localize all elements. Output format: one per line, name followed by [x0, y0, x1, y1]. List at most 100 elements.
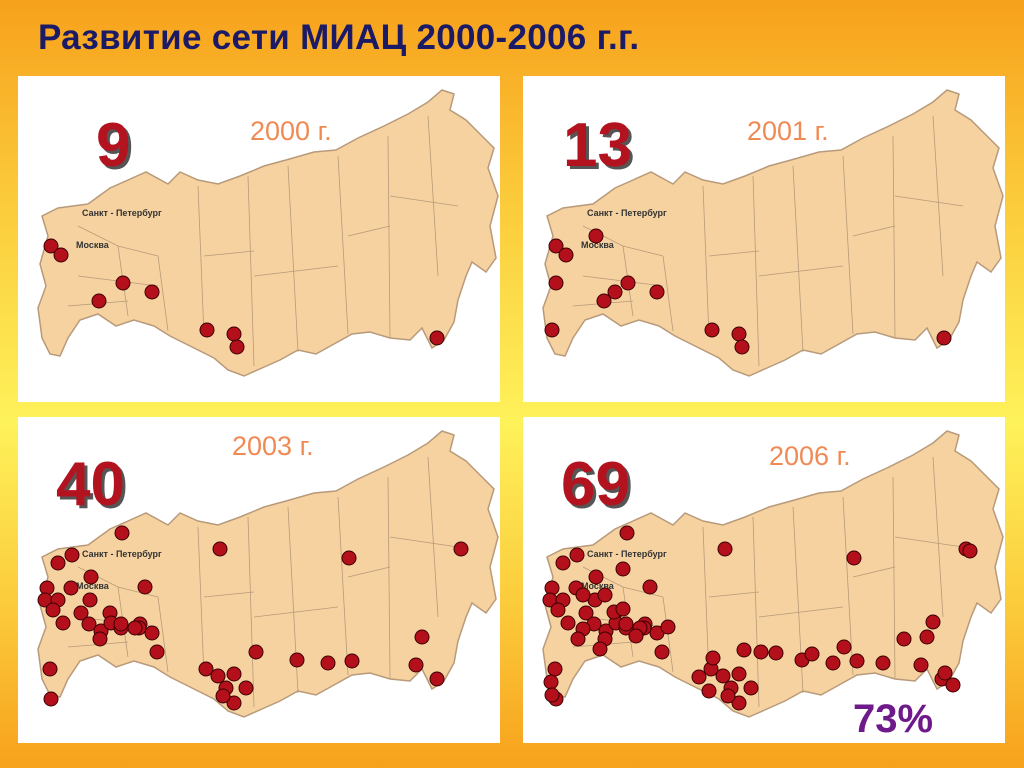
miac-center-marker	[320, 655, 336, 671]
miac-center-marker	[544, 322, 560, 338]
miac-center-marker	[144, 284, 160, 300]
miac-center-marker	[715, 668, 731, 684]
miac-center-marker	[43, 238, 59, 254]
miac-center-marker	[731, 326, 747, 342]
page-title: Развитие сети МИАЦ 2000-2006 г.г.	[38, 18, 640, 57]
miac-center-marker	[550, 602, 566, 618]
miac-center-marker	[64, 547, 80, 563]
miac-center-marker	[704, 322, 720, 338]
miac-center-marker	[654, 644, 670, 660]
miac-center-marker	[149, 644, 165, 660]
city-label-spb: Санкт - Петербург	[587, 208, 667, 218]
miac-center-marker	[937, 665, 953, 681]
miac-center-marker	[597, 587, 613, 603]
miac-center-marker	[925, 614, 941, 630]
miac-center-marker	[137, 579, 153, 595]
coverage-percent: 73%	[853, 697, 934, 741]
city-label-moscow: Москва	[76, 240, 110, 250]
year-label: 2000 г.	[250, 116, 332, 146]
miac-center-marker	[875, 655, 891, 671]
miac-center-marker	[607, 284, 623, 300]
city-label-moscow: Москва	[76, 581, 110, 591]
miac-center-marker	[705, 650, 721, 666]
miac-center-marker	[849, 653, 865, 669]
miac-center-marker	[429, 330, 445, 346]
miac-center-marker	[289, 652, 305, 668]
miac-center-marker	[210, 668, 226, 684]
miac-center-marker	[226, 666, 242, 682]
land-shape	[542, 89, 1004, 377]
miac-center-marker	[63, 580, 79, 596]
miac-center-marker	[731, 666, 747, 682]
miac-center-marker	[215, 688, 231, 704]
miac-center-marker	[717, 541, 733, 557]
city-label-spb: Санкт - Петербург	[587, 549, 667, 559]
miac-center-marker	[42, 661, 58, 677]
miac-center-marker	[229, 339, 245, 355]
miac-center-marker	[45, 602, 61, 618]
miac-center-marker	[113, 616, 129, 632]
miac-center-marker	[734, 339, 750, 355]
miac-center-marker	[115, 275, 131, 291]
miac-center-marker	[548, 238, 564, 254]
miac-center-marker	[825, 655, 841, 671]
miac-center-marker	[92, 631, 108, 647]
miac-center-marker	[81, 616, 97, 632]
miac-center-marker	[731, 695, 747, 711]
year-label: 2003 г.	[232, 431, 314, 461]
miac-center-marker	[569, 547, 585, 563]
miac-center-marker	[896, 631, 912, 647]
land-shape	[37, 89, 499, 377]
city-label-spb: Санкт - Петербург	[82, 549, 162, 559]
miac-center-marker	[588, 228, 604, 244]
miac-center-marker	[753, 644, 769, 660]
miac-center-marker	[53, 247, 69, 263]
miac-center-marker	[649, 284, 665, 300]
miac-center-marker	[91, 293, 107, 309]
miac-center-marker	[341, 550, 357, 566]
miac-center-marker	[414, 629, 430, 645]
miac-center-marker	[578, 605, 594, 621]
russia-map: Санкт - Петербург Москва	[542, 430, 1004, 718]
russia-map: Санкт - Петербург Москва	[542, 89, 1004, 377]
city-label-spb: Санкт - Петербург	[82, 208, 162, 218]
land-shape	[37, 430, 499, 718]
region-count: 9	[96, 111, 131, 180]
miac-center-marker	[592, 641, 608, 657]
miac-center-marker	[144, 625, 160, 641]
miac-center-marker	[615, 561, 631, 577]
miac-center-marker	[558, 247, 574, 263]
miac-center-marker	[936, 330, 952, 346]
year-label: 2006 г.	[769, 441, 851, 471]
map-panel-2000: Санкт - Петербург Москва 9 2000 г.	[18, 76, 500, 402]
miac-center-marker	[945, 677, 961, 693]
miac-center-marker	[919, 629, 935, 645]
miac-center-marker	[55, 615, 71, 631]
city-label-moscow: Москва	[581, 240, 615, 250]
miac-center-marker	[127, 620, 143, 636]
map-panel-2001: Санкт - Петербург Москва 13 2001 г.	[523, 76, 1005, 402]
miac-center-marker	[429, 671, 445, 687]
map-panel-2003: Санкт - Петербург Москва 40 2003 г.	[18, 417, 500, 743]
miac-center-marker	[620, 275, 636, 291]
miac-center-marker	[50, 555, 66, 571]
miac-center-marker	[588, 569, 604, 585]
miac-center-marker	[804, 646, 820, 662]
miac-center-marker	[543, 674, 559, 690]
map-panel-2006: Санкт - Петербург Москва 69 2006 г. 73%	[523, 417, 1005, 743]
city-label-moscow: Москва	[581, 581, 615, 591]
miac-center-marker	[575, 587, 591, 603]
miac-center-marker	[344, 653, 360, 669]
miac-center-marker	[555, 555, 571, 571]
miac-center-marker	[962, 543, 978, 559]
miac-center-marker	[691, 669, 707, 685]
miac-center-marker	[596, 293, 612, 309]
land-shape	[542, 430, 1004, 718]
region-count: 13	[563, 111, 632, 180]
miac-center-marker	[570, 631, 586, 647]
miac-center-marker	[560, 615, 576, 631]
miac-center-marker	[226, 695, 242, 711]
miac-center-marker	[198, 661, 214, 677]
miac-center-marker	[548, 275, 564, 291]
miac-center-marker	[408, 657, 424, 673]
